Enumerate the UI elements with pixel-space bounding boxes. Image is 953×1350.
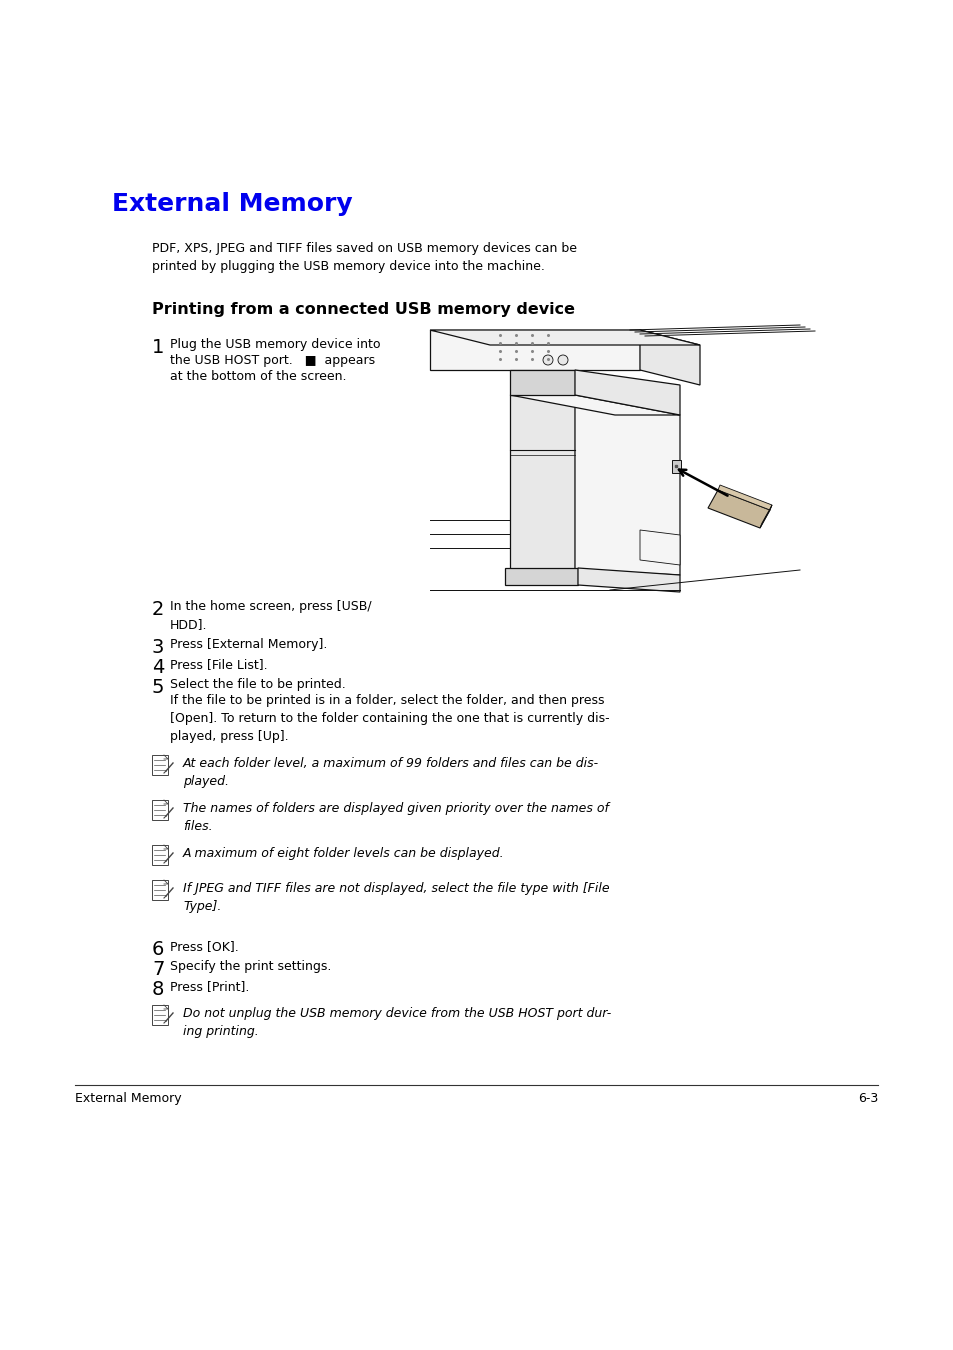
Text: the USB HOST port.   ■  appears: the USB HOST port. ■ appears [170,354,375,367]
Text: Press [File List].: Press [File List]. [170,657,268,671]
Polygon shape [671,460,680,472]
Polygon shape [152,1004,168,1025]
Polygon shape [510,370,575,396]
Polygon shape [578,568,679,593]
Text: 2: 2 [152,599,164,620]
Text: Press [External Memory].: Press [External Memory]. [170,639,327,651]
Polygon shape [718,485,771,510]
Text: Plug the USB memory device into: Plug the USB memory device into [170,338,380,351]
Text: At each folder level, a maximum of 99 folders and files can be dis-
played.: At each folder level, a maximum of 99 fo… [183,757,598,788]
Polygon shape [152,880,168,900]
Circle shape [542,355,553,364]
Polygon shape [152,801,168,819]
Text: External Memory: External Memory [112,192,353,216]
Polygon shape [430,329,639,370]
Text: Printing from a connected USB memory device: Printing from a connected USB memory dev… [152,302,575,317]
Text: at the bottom of the screen.: at the bottom of the screen. [170,370,346,383]
Text: 3: 3 [152,639,164,657]
Text: Press [Print].: Press [Print]. [170,980,249,994]
Text: PDF, XPS, JPEG and TIFF files saved on USB memory devices can be
printed by plug: PDF, XPS, JPEG and TIFF files saved on U… [152,242,577,273]
Polygon shape [575,396,679,575]
Polygon shape [760,505,771,528]
Text: 5: 5 [152,678,164,697]
Text: 6-3: 6-3 [857,1092,877,1106]
Polygon shape [639,531,679,566]
Text: 6: 6 [152,940,164,958]
Text: Specify the print settings.: Specify the print settings. [170,960,331,973]
Polygon shape [152,755,168,775]
Polygon shape [504,568,578,585]
Polygon shape [152,845,168,865]
Text: Select the file to be printed.: Select the file to be printed. [170,678,345,691]
Polygon shape [430,329,700,346]
Polygon shape [639,329,700,385]
Text: If the file to be printed is in a folder, select the folder, and then press
[Ope: If the file to be printed is in a folder… [170,694,609,742]
Text: 8: 8 [152,980,164,999]
Circle shape [558,355,567,364]
Text: In the home screen, press [USB/
HDD].: In the home screen, press [USB/ HDD]. [170,599,372,630]
Polygon shape [707,490,769,528]
Text: 7: 7 [152,960,164,979]
Polygon shape [510,396,679,414]
Text: 4: 4 [152,657,164,676]
Text: Press [OK].: Press [OK]. [170,940,238,953]
Text: If JPEG and TIFF files are not displayed, select the file type with [File
Type].: If JPEG and TIFF files are not displayed… [183,882,609,913]
Polygon shape [510,396,575,570]
Text: Do not unplug the USB memory device from the USB HOST port dur-
ing printing.: Do not unplug the USB memory device from… [183,1007,611,1038]
Polygon shape [575,370,679,414]
Text: The names of folders are displayed given priority over the names of
files.: The names of folders are displayed given… [183,802,608,833]
Text: A maximum of eight folder levels can be displayed.: A maximum of eight folder levels can be … [183,846,504,860]
Text: External Memory: External Memory [75,1092,181,1106]
Text: 1: 1 [152,338,164,356]
